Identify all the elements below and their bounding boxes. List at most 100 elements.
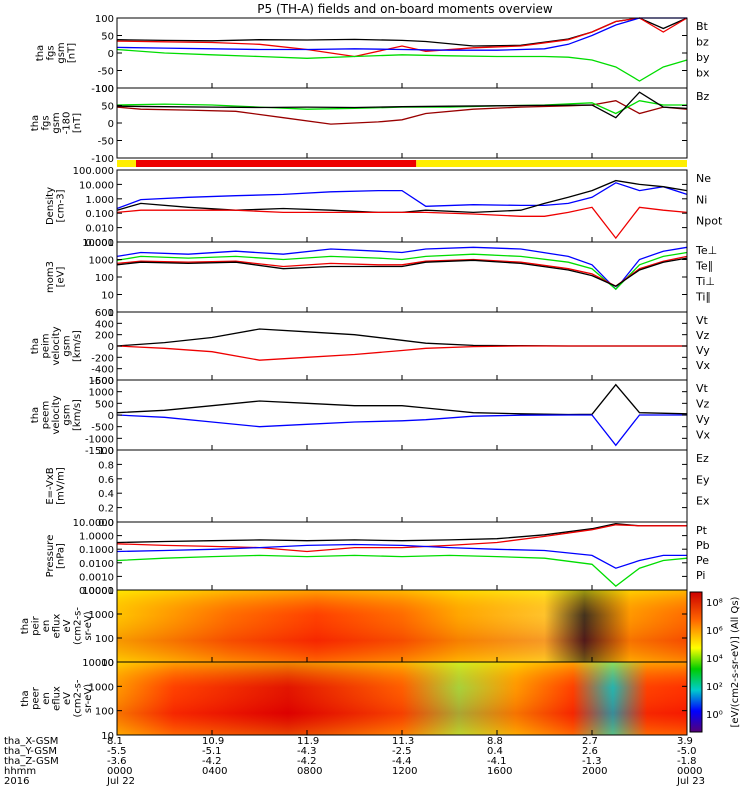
y-tick-label: -400: [91, 365, 114, 376]
y-axis-label: [nT]: [67, 43, 78, 63]
y-axis-label: [eV]: [56, 267, 67, 288]
y-tick-label: 50: [101, 32, 114, 43]
legend-entry: Pb: [696, 539, 710, 552]
series-trace: [116, 17, 688, 58]
y-axis-label: eflux: [52, 686, 63, 711]
figure-title: P5 (TH-A) fields and on-board moments ov…: [257, 2, 553, 16]
footer-value: Jul 23: [676, 776, 705, 787]
y-tick-label: 1000: [89, 256, 114, 267]
footer-value: 3.9: [677, 736, 693, 747]
y-axis-label: peer: [31, 686, 42, 710]
legend-entry: bx: [696, 67, 710, 80]
y-axis-label: tha: [30, 338, 41, 354]
y-tick-label: 100: [95, 634, 114, 645]
y-tick-label: 100: [95, 84, 114, 95]
y-axis-label: sr-eV): [83, 611, 94, 640]
legend-entry: Vy: [696, 344, 710, 357]
footer-row-label: tha_X-GSM: [4, 736, 58, 747]
panel-8: 10.0000 1.0000 0.1000 0.0100 0.0010 0.0001 Pre…: [45, 518, 710, 597]
series-trace: [116, 543, 687, 569]
colorbar-tick-label: 10²: [706, 682, 723, 693]
y-tick-label: 0.0100: [79, 559, 114, 570]
panel-frame: [116, 87, 688, 159]
y-axis-label: (cm2-s-: [73, 679, 84, 717]
footer-value: -4.2: [297, 756, 317, 767]
legend-entry: Vx: [696, 359, 711, 372]
y-tick-label: 1000: [89, 682, 114, 693]
y-axis-label: eV: [62, 619, 73, 632]
mode-bar-segment: [416, 160, 687, 167]
y-axis-label: (cm2-s-: [73, 607, 84, 645]
legend-entry: Ex: [696, 495, 710, 508]
y-tick-label: 100: [95, 14, 114, 25]
legend-entry: Te⊥: [695, 244, 717, 257]
y-tick-label: 100: [95, 707, 114, 718]
series-trace: [116, 251, 688, 291]
y-axis-label: tha: [35, 45, 46, 61]
y-tick-label: 0: [108, 342, 114, 353]
legend-entry: Ez: [696, 452, 709, 465]
legend-entry: Npot: [696, 215, 723, 228]
footer-value: -1.3: [582, 756, 602, 767]
y-tick-label: 0.001: [85, 238, 114, 249]
mode-bar-segment: [117, 160, 136, 167]
legend-entry: Bt: [696, 20, 709, 33]
y-axis-label: gsm: [62, 335, 73, 356]
y-axis-label: [km/s]: [72, 330, 83, 362]
ephemeris-footer: tha_X-GSMtha_Y-GSMtha_Z-GSMhhmm20168.1-5…: [4, 736, 705, 787]
colorbar-tick-label: 10⁶: [706, 626, 723, 637]
y-axis-label: [nT]: [72, 113, 83, 133]
footer-row-label: tha_Z-GSM: [4, 756, 59, 767]
footer-value: -5.5: [107, 746, 127, 757]
panel-frame: [116, 449, 688, 523]
colorbar-tick-label: 10⁰: [706, 710, 723, 721]
series-trace: [116, 524, 687, 553]
y-axis-label: fgs: [41, 115, 52, 130]
series-trace: [116, 100, 688, 125]
series-trace: [116, 383, 688, 416]
legend-entry: Pi: [696, 569, 705, 582]
y-axis-label: tha: [20, 618, 31, 634]
y-tick-label: 1.0: [98, 446, 114, 457]
series-trace: [116, 328, 687, 347]
series-trace: [116, 255, 688, 287]
series-trace: [116, 345, 687, 361]
y-tick-label: 1.0000: [79, 532, 114, 543]
electron-spectrogram-overlay: [117, 662, 687, 735]
footer-value: -4.4: [392, 756, 412, 767]
footer-value: -4.1: [487, 756, 507, 767]
panel-7: 1.0 0.8 0.6 0.4 0.2 0.0 E=-VxB [mV/m] Ez Ey Ex: [45, 446, 710, 529]
legend-entry: Ey: [696, 473, 710, 486]
y-tick-label: -200: [91, 353, 114, 364]
y-axis-label: [km/s]: [72, 399, 83, 431]
y-tick-label: 0.0010: [79, 572, 114, 583]
y-tick-label: 10.000: [79, 180, 114, 191]
colorbar-tick-label: 10⁸: [706, 598, 723, 609]
series-trace: [116, 414, 687, 447]
footer-value: 11.9: [297, 736, 319, 747]
y-axis-label: sr-eV): [83, 684, 94, 713]
y-axis-label: E=-VxB: [45, 467, 56, 504]
footer-row-label: 2016: [4, 776, 29, 787]
panel-10: 10000 1000 100 10 tha peer en eflux eV (cm2-s-sr-…: [20, 658, 688, 742]
panel-1: 100 50 0 -50 -100 tha fgs gsm [nT] Bt bz by bx: [35, 14, 710, 95]
y-tick-label: 500: [95, 399, 114, 410]
legend-entry: by: [696, 51, 710, 64]
series-trace: [116, 246, 688, 291]
y-tick-label: 200: [95, 331, 114, 342]
y-axis-label: peem: [41, 401, 52, 429]
y-axis-label: gsm: [51, 112, 62, 133]
y-axis-label: fgs: [46, 45, 57, 60]
spectrogram-colorbar: 10⁸ 10⁶ 10⁴ 10² 10⁰ [eV/(cm2-s-sr-eV)] (All Q…: [689, 591, 741, 733]
legend-entry: Pe: [696, 554, 709, 567]
y-tick-label: 0.8: [98, 460, 114, 471]
panel-frame: [116, 379, 688, 451]
panel-frame: [116, 169, 688, 243]
y-tick-label: 0: [108, 411, 114, 422]
y-tick-label: 10.0000: [73, 518, 114, 529]
y-axis-label: eV: [62, 692, 73, 705]
mode-bar-segment: [136, 160, 417, 167]
legend-entry: Vz: [696, 329, 710, 342]
